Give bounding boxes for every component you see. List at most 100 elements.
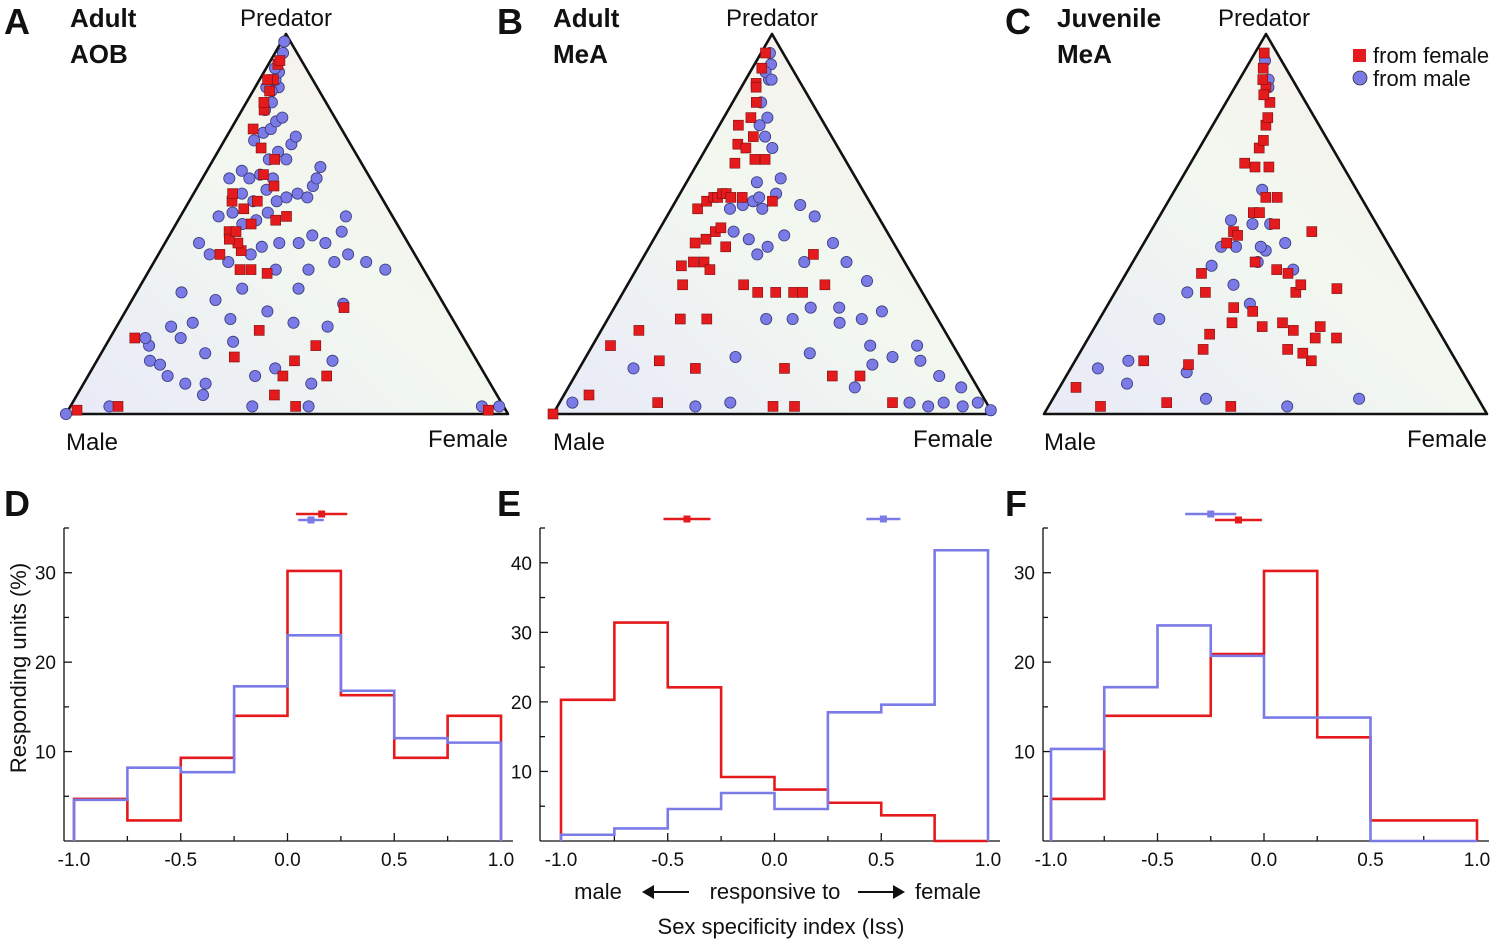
male-point [60,407,73,420]
x-tick-label: 1.0 [975,850,1001,871]
male-point [1227,278,1240,291]
male-point [742,233,755,246]
vertex-label-female: Female [428,426,508,453]
vertex-label-male: Male [553,429,605,456]
male-point [302,263,315,276]
female-point [268,180,280,192]
male-point [339,210,352,223]
female-point [1258,89,1270,101]
female-point [289,355,300,367]
female-point [1306,355,1317,367]
male-point [310,172,323,185]
female-point [1309,332,1321,344]
male-point [302,400,315,413]
x-tick-label: 0.0 [761,850,787,871]
male-point [203,248,216,261]
y-tick-label: 20 [35,653,56,674]
y-tick-label: 20 [1014,653,1035,674]
female-point [234,264,246,275]
panel-letter-c: C [1005,1,1031,42]
female-point [1221,237,1232,249]
male-point [326,354,339,367]
male-point [235,187,248,200]
female-point [1247,306,1258,317]
legend-male-marker [1352,70,1368,86]
female-point [652,397,664,408]
male-point [864,339,877,352]
female-point [1271,192,1283,203]
female-point [729,157,741,169]
panel-letter-e: E [497,483,521,524]
female-point [1161,397,1172,408]
female-point [262,74,273,85]
annotation-female: female [915,879,981,904]
male-point [1279,236,1292,249]
male-point [1225,214,1238,227]
male-point [886,350,899,363]
male-point [199,347,212,360]
female-point [1070,382,1082,393]
female-point [547,408,559,420]
histogram-series-male [559,548,990,841]
female-point [747,131,759,142]
male-point [875,305,888,318]
male-point [280,153,293,166]
histogram-series-female [72,569,503,841]
male-point [761,240,774,253]
female-point [1204,328,1215,340]
vertex-label-male: Male [66,429,118,456]
female-point [1239,157,1250,169]
female-point [214,249,226,260]
male-point [751,248,764,261]
male-point [143,354,156,367]
male-point [753,191,766,204]
female-point [759,154,771,165]
male-point [1205,259,1218,272]
female-point [112,401,124,412]
male-point [255,240,268,253]
male-point [280,191,293,204]
male-point [808,210,821,223]
male-point [727,225,740,238]
male-point [226,206,239,219]
female-point [1228,302,1239,313]
male-point [360,255,373,268]
panel-a-title-line2: AOB [70,39,128,69]
female-point [749,154,761,165]
male-point [774,172,787,185]
male-point [224,312,237,325]
female-point [797,287,808,298]
mean-marker [1207,510,1215,518]
y-tick-label: 20 [511,693,532,714]
female-point [690,363,701,374]
male-point [244,248,257,261]
mean-marker [307,516,315,524]
y-tick-label: 30 [1014,564,1035,585]
male-point [1153,312,1166,325]
male-point [827,236,840,249]
histogram-panel-d: D Responding units (%) 10 20 30 -1.0 -0.5 0.0… [4,483,514,871]
vertex-label-predator: Predator [1218,5,1310,32]
y-tick-label: 10 [1014,743,1035,764]
male-point [305,377,318,390]
female-point [704,264,716,275]
right-arrow-icon [858,885,905,899]
annotation-responsive-to: responsive to [710,879,841,904]
female-point [789,401,800,412]
y-tick-label: 10 [511,762,532,783]
panel-a-title-line1: Adult [70,3,137,33]
male-point [292,282,305,295]
female-point [1257,62,1269,74]
x-tick-label: 0.5 [868,850,894,871]
female-point [692,203,703,215]
triangle-fill [553,34,993,414]
histogram-series-male [1049,624,1477,843]
female-point [252,195,263,207]
female-point [269,389,280,401]
x-tick-label: 1.0 [1464,850,1490,871]
male-point [804,301,817,314]
female-point [277,370,289,382]
female-point [261,268,273,279]
male-point [756,202,769,215]
